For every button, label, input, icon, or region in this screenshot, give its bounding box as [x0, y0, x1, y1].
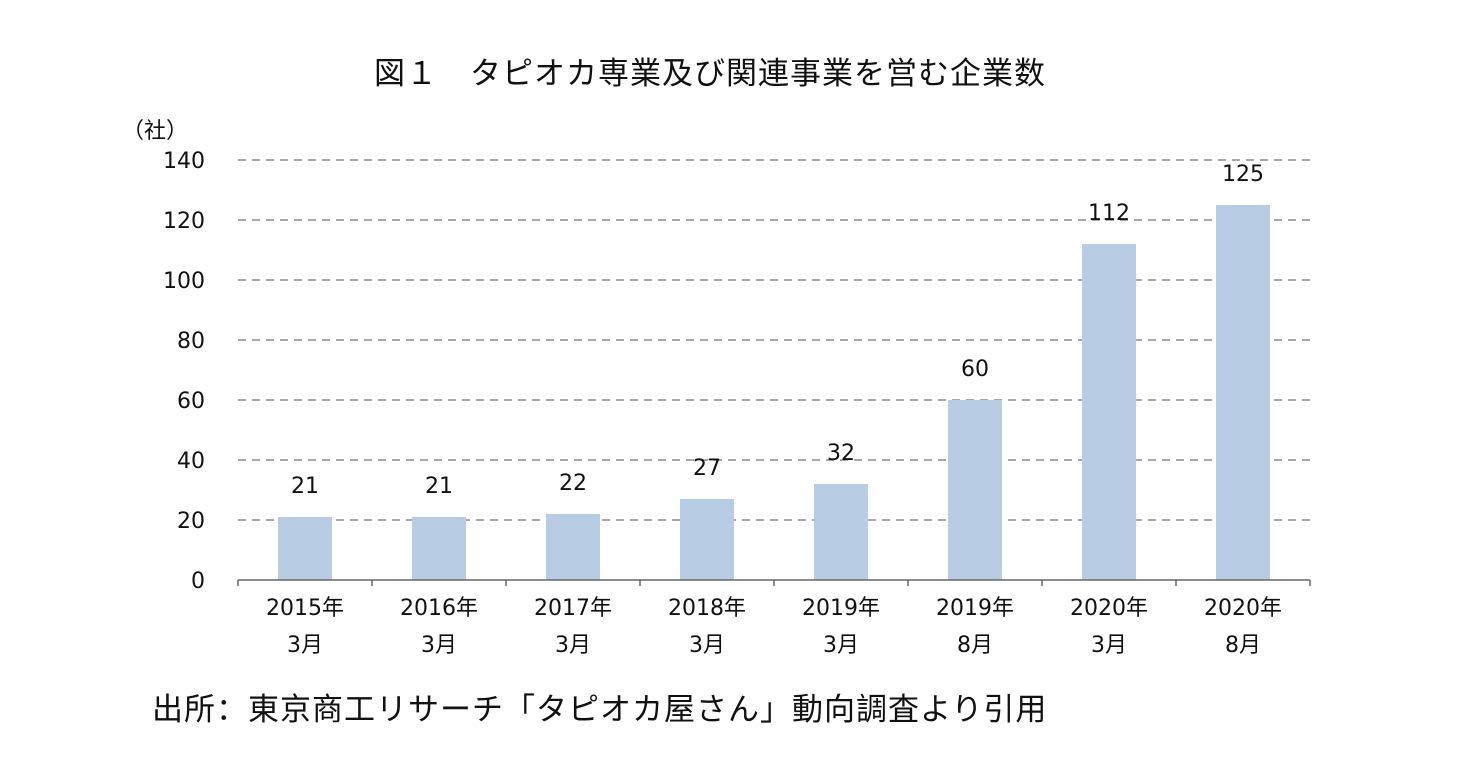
x-tick-label-month: 3月	[1091, 633, 1127, 658]
bar	[546, 514, 600, 580]
x-tick-label-month: 3月	[555, 633, 591, 658]
bars	[278, 205, 1270, 580]
data-label: 27	[693, 456, 721, 481]
x-tick-label-year: 2019年	[802, 596, 880, 621]
y-tick-label: 120	[163, 209, 205, 234]
x-tick-label-year: 2020年	[1204, 596, 1282, 621]
x-tick-label-month: 3月	[689, 633, 725, 658]
gridlines	[238, 159, 1310, 521]
y-tick-label: 20	[177, 509, 205, 534]
x-tick-label-year: 2018年	[668, 596, 746, 621]
x-tick-label-year: 2017年	[534, 596, 612, 621]
bar	[1216, 205, 1270, 580]
x-tick-label-month: 3月	[287, 633, 323, 658]
x-tick-label-month: 3月	[421, 633, 457, 658]
bar	[412, 517, 466, 580]
data-label: 21	[291, 474, 319, 499]
data-label: 60	[961, 357, 989, 382]
data-labels: 21 21 22 27 32 60 112 125	[291, 162, 1264, 499]
y-tick-label: 80	[177, 329, 205, 354]
y-tick-label: 100	[163, 269, 205, 294]
bar	[278, 517, 332, 580]
source-note: 出所：東京商工リサーチ「タピオカ屋さん」動向調査より引用	[152, 692, 1048, 728]
data-label: 22	[559, 471, 587, 496]
y-tick-label: 60	[177, 389, 205, 414]
data-label: 112	[1088, 201, 1130, 226]
data-label: 32	[827, 441, 855, 466]
x-tick-label-month: 3月	[823, 633, 859, 658]
x-tick-label-year: 2015年	[266, 596, 344, 621]
x-tick-label-year: 2016年	[400, 596, 478, 621]
x-tick-label-year: 2020年	[1070, 596, 1148, 621]
data-label: 125	[1222, 162, 1264, 187]
x-tick-label-month: 8月	[957, 633, 993, 658]
axes: 0 20 40 60 80 100 120 140 2015年 3月 2016年 3月 2017年 3月 2…	[163, 149, 1311, 658]
y-tick-label: 0	[191, 569, 205, 594]
bar	[1082, 244, 1136, 580]
bar	[948, 400, 1002, 580]
bar	[814, 484, 868, 580]
y-tick-label: 40	[177, 449, 205, 474]
y-tick-label: 140	[163, 149, 205, 174]
bar	[680, 499, 734, 580]
data-label: 21	[425, 474, 453, 499]
x-tick-label-year: 2019年	[936, 596, 1014, 621]
y-axis-unit-label: （社）	[122, 119, 188, 144]
chart-title: 図１ タピオカ専業及び関連事業を営む企業数	[374, 56, 1046, 92]
x-tick-label-month: 8月	[1225, 633, 1261, 658]
